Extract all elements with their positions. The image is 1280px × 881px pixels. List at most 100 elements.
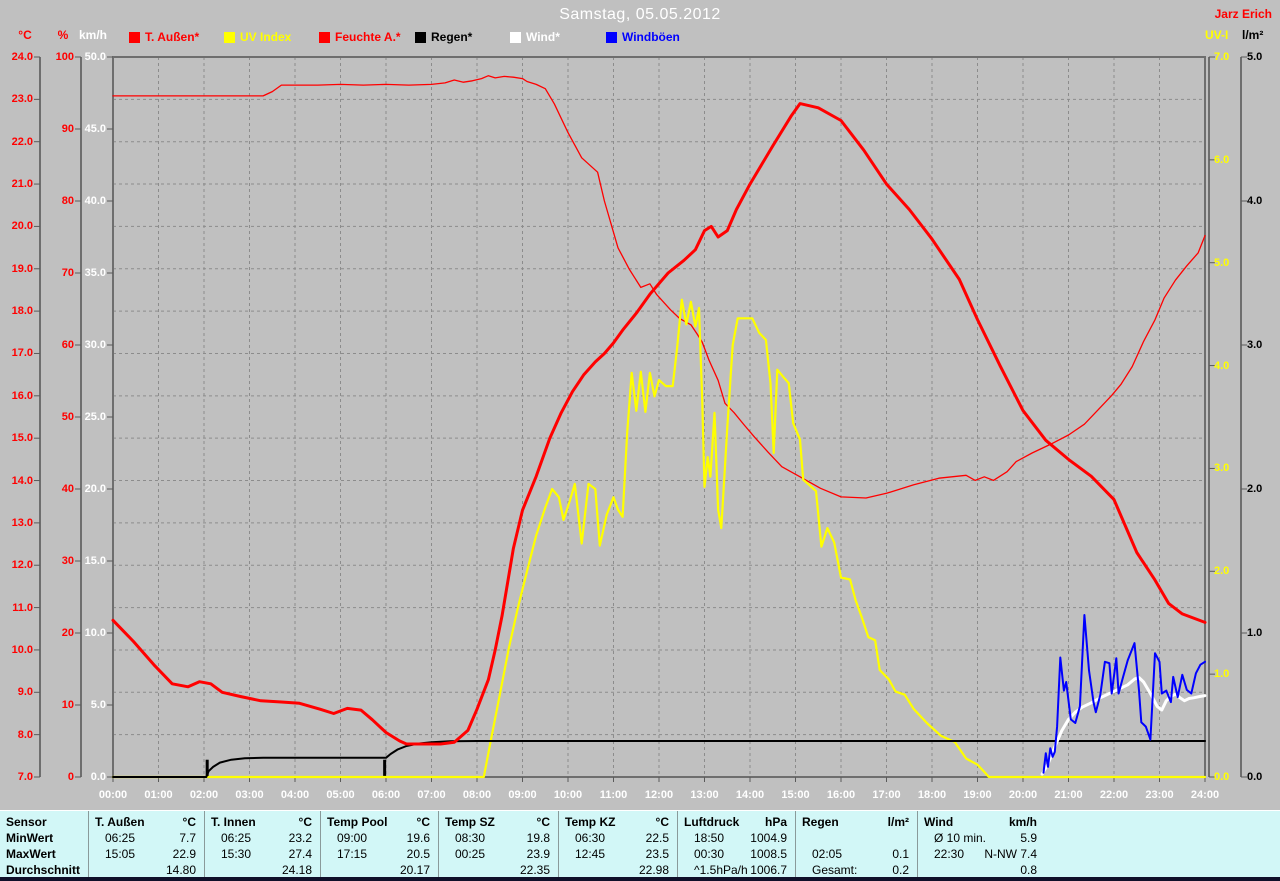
- x-tick-label: 16:00: [826, 789, 856, 801]
- legend-item-t-au-en-: T. Außen*: [129, 31, 199, 43]
- x-tick-label: 20:00: [1008, 789, 1038, 801]
- legend-item-feuchte-a-: Feuchte A.*: [319, 31, 401, 43]
- legend-swatch: [129, 31, 140, 43]
- tick-label-wind_kmh: 40.0: [84, 195, 106, 207]
- tick-label-uv_index: 6.0: [1214, 153, 1230, 166]
- tick-label-wind_kmh: 20.0: [84, 483, 106, 495]
- legend-swatch: [224, 31, 235, 43]
- axis-header-rain_lm2: l/m²: [1242, 28, 1264, 42]
- table-data-row: 17:15 20.5: [337, 847, 430, 861]
- table-group-header: Luftdruck hPa: [684, 815, 787, 829]
- legend-item-regen-: Regen*: [415, 31, 472, 43]
- x-tick-label: 23:00: [1145, 789, 1174, 801]
- tick-label-temp_c: 14.0: [11, 474, 33, 487]
- tick-label-humidity_pct: 40: [61, 483, 74, 495]
- tick-label-humidity_pct: 90: [61, 123, 74, 135]
- tick-label-temp_c: 7.0: [17, 771, 33, 783]
- table-data-row: 18:50 1004.9: [694, 831, 787, 845]
- legend-swatch: [606, 31, 617, 43]
- tick-label-temp_c: 24.0: [11, 51, 33, 63]
- table-data-row: 06:25 7.7: [105, 831, 196, 845]
- tick-label-temp_c: 11.0: [12, 601, 33, 614]
- x-tick-label: 00:00: [98, 789, 128, 801]
- legend-swatch: [510, 31, 521, 43]
- table-data-row: [796, 830, 917, 846]
- tick-label-wind_kmh: 30.0: [84, 339, 106, 351]
- tick-label-temp_c: 10.0: [11, 643, 33, 656]
- tick-label-temp_c: 20.0: [11, 220, 33, 233]
- tick-label-humidity_pct: 10: [61, 699, 74, 711]
- tick-label-wind_kmh: 50.0: [84, 51, 106, 63]
- tick-label-uv_index: 1.0: [1214, 668, 1230, 681]
- tick-label-rain_lm2: 0.0: [1247, 771, 1263, 783]
- x-tick-label: 03:00: [235, 789, 264, 801]
- x-tick-label: 17:00: [872, 789, 901, 801]
- table-group-temp-kz: Temp KZ °C 06:30 22.5 12:45 23.5 22.98: [558, 811, 677, 878]
- table-data-row: 06:30 22.5: [575, 831, 669, 845]
- x-tick-label: 14:00: [735, 789, 765, 801]
- table-group-header: T. Außen °C: [95, 815, 196, 829]
- table-group-header: T. Innen °C: [211, 815, 312, 829]
- tick-label-temp_c: 22.0: [11, 135, 33, 148]
- legend-label: Feuchte A.*: [335, 30, 401, 44]
- tick-label-humidity_pct: 30: [61, 555, 74, 567]
- tick-label-temp_c: 17.0: [11, 347, 33, 360]
- table-data-row: 06:25 23.2: [221, 831, 312, 845]
- table-data-row: 12:45 23.5: [575, 847, 669, 861]
- x-tick-label: 09:00: [508, 789, 537, 801]
- x-tick-label: 07:00: [417, 789, 446, 801]
- tick-label-rain_lm2: 4.0: [1247, 195, 1263, 207]
- page-title: Samstag, 05.05.2012: [559, 6, 721, 23]
- x-tick-label: 12:00: [644, 789, 674, 801]
- series-uv-index: [111, 298, 1207, 779]
- tick-label-uv_index: 0.0: [1214, 771, 1230, 783]
- tick-label-humidity_pct: 70: [61, 267, 74, 279]
- table-group-header: Temp SZ °C: [445, 815, 550, 829]
- table-data-row: Gesamt: 0.2: [812, 863, 909, 877]
- legend-swatch: [415, 31, 426, 43]
- tick-label-uv_index: 3.0: [1214, 462, 1230, 475]
- x-tick-label: 18:00: [917, 789, 947, 801]
- table-group-temp-pool: Temp Pool °C 09:00 19.6 17:15 20.5 20.17: [320, 811, 438, 878]
- tick-label-temp_c: 12.0: [11, 559, 33, 572]
- tick-label-temp_c: 19.0: [11, 262, 33, 275]
- table-row-label: MinWert: [6, 831, 54, 845]
- tick-label-uv_index: 4.0: [1214, 359, 1230, 372]
- table-data-row: 22:30 N-NW 7.4: [934, 847, 1037, 861]
- tick-label-humidity_pct: 20: [61, 627, 74, 639]
- tick-label-uv_index: 2.0: [1214, 565, 1230, 578]
- legend-item-wind-: Wind*: [510, 31, 560, 43]
- table-row-labels: Sensor MinWert MaxWert Durchschnitt: [0, 811, 88, 878]
- x-tick-label: 15:00: [781, 789, 810, 801]
- legend-item-uv-index: UV Index: [224, 31, 291, 43]
- table-data-row: 22.98: [638, 863, 669, 877]
- x-tick-label: 04:00: [280, 789, 310, 801]
- tick-label-humidity_pct: 100: [55, 51, 74, 63]
- tick-label-temp_c: 13.0: [11, 516, 33, 529]
- series-t-au-en-: [111, 102, 1207, 746]
- tick-label-humidity_pct: 80: [61, 195, 74, 207]
- tick-label-wind_kmh: 5.0: [90, 699, 106, 711]
- table-data-row: 22.35: [519, 863, 550, 877]
- tick-label-humidity_pct: 60: [61, 339, 74, 351]
- table-data-row: 0.8: [1020, 863, 1037, 877]
- table-group-luftdruck: Luftdruck hPa 18:50 1004.9 00:30 1008.5 ^1.5hP…: [677, 811, 795, 878]
- tick-label-temp_c: 16.0: [11, 389, 33, 402]
- table-data-row: 02:05 0.1: [812, 847, 909, 861]
- tick-label-wind_kmh: 15.0: [84, 555, 106, 567]
- table-group-header: Temp Pool °C: [327, 815, 430, 829]
- table-group-t-innen: T. Innen °C 06:25 23.2 15:30 27.4 24.18: [204, 811, 320, 878]
- x-tick-label: 08:00: [462, 789, 492, 801]
- x-tick-label: 02:00: [189, 789, 219, 801]
- table-data-row: 20.17: [399, 863, 430, 877]
- x-tick-label: 11:00: [599, 789, 628, 801]
- tick-label-temp_c: 8.0: [17, 728, 33, 741]
- table-data-row: 24.18: [281, 863, 312, 877]
- tick-label-uv_index: 7.0: [1214, 51, 1230, 63]
- watermark-author: Jarz Erich: [1214, 7, 1272, 21]
- tick-label-temp_c: 23.0: [11, 93, 33, 106]
- table-group-header: Temp KZ °C: [565, 815, 669, 829]
- x-tick-label: 22:00: [1099, 789, 1129, 801]
- legend-label: Wind*: [526, 30, 560, 44]
- table-group-wind: Wind km/h Ø 10 min. 5.9 22:30 N-NW 7.4 0.8: [917, 811, 1045, 878]
